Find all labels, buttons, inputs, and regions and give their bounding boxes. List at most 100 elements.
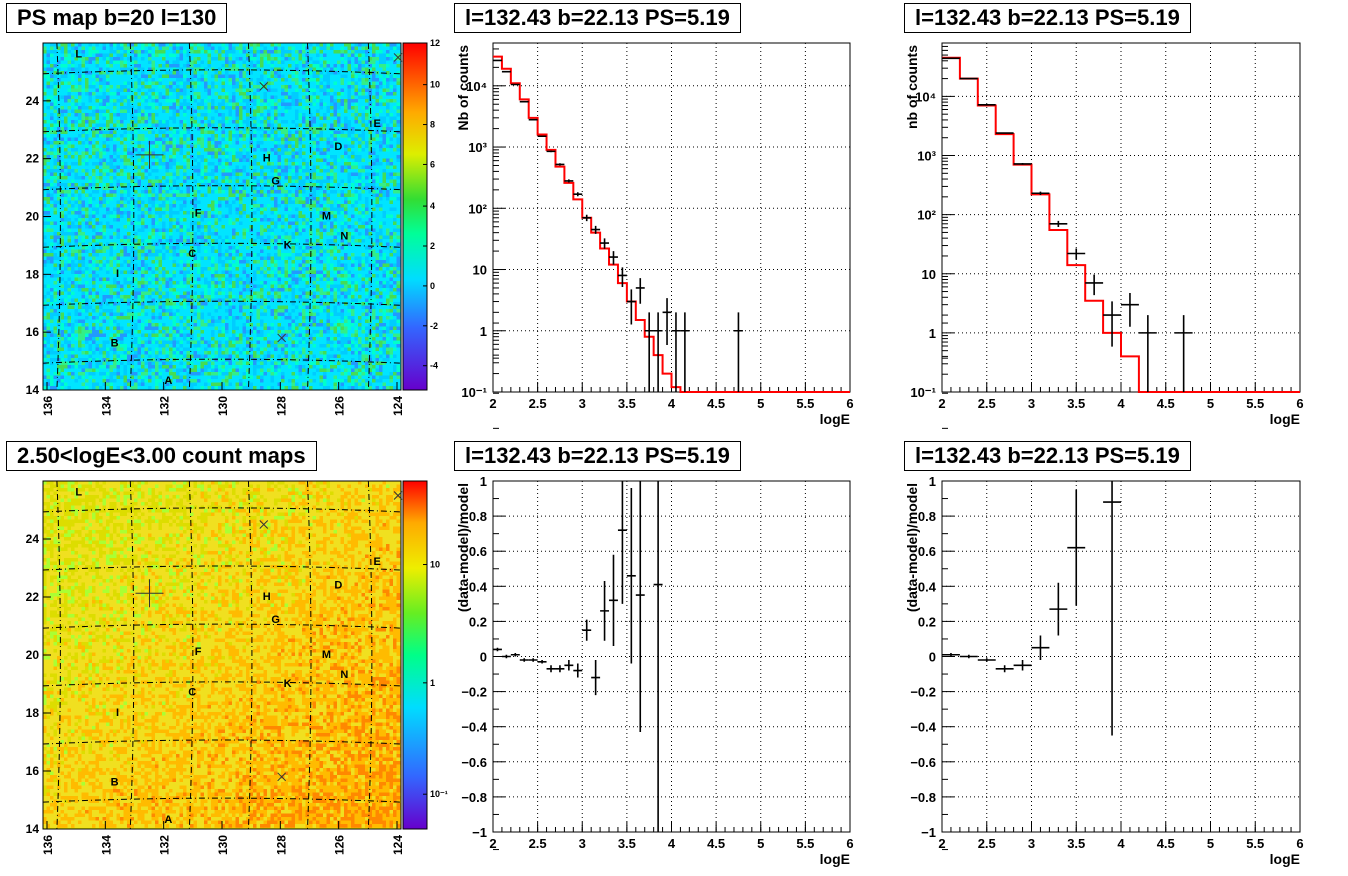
map-pixel	[110, 103, 114, 107]
map-pixel	[127, 327, 131, 331]
map-pixel	[85, 162, 89, 166]
map-pixel	[64, 194, 68, 198]
map-pixel	[68, 176, 72, 180]
map-pixel	[92, 215, 96, 219]
map-pixel	[64, 334, 68, 338]
map-pixel	[99, 162, 103, 166]
map-pixel	[75, 232, 79, 236]
map-pixel	[85, 253, 89, 257]
map-pixel	[120, 278, 124, 282]
map-pixel	[103, 96, 107, 100]
map-pixel	[71, 379, 75, 383]
map-pixel	[113, 351, 117, 355]
map-pixel	[99, 99, 103, 103]
map-pixel	[99, 267, 103, 271]
map-pixel	[82, 225, 86, 229]
map-pixel	[47, 285, 51, 289]
map-pixel	[127, 134, 131, 138]
map-pixel	[78, 204, 82, 208]
map-pixel	[127, 236, 131, 240]
map-pixel	[106, 201, 110, 205]
map-pixel	[99, 236, 103, 240]
map-pixel	[120, 239, 124, 243]
map-pixel	[85, 341, 89, 345]
map-pixel	[43, 148, 47, 152]
map-pixel	[75, 355, 79, 359]
map-pixel	[61, 134, 65, 138]
map-pixel	[120, 232, 124, 236]
map-pixel	[64, 355, 68, 359]
map-pixel	[103, 267, 107, 271]
map-pixel	[82, 211, 86, 215]
map-pixel	[78, 260, 82, 264]
map-pixel	[127, 148, 131, 152]
map-pixel	[106, 236, 110, 240]
map-pixel	[47, 372, 51, 376]
map-pixel	[75, 250, 79, 254]
map-pixel	[99, 355, 103, 359]
map-pixel	[96, 327, 100, 331]
map-pixel	[50, 173, 54, 177]
map-pixel	[50, 236, 54, 240]
map-pixel	[78, 110, 82, 114]
map-pixel	[64, 85, 68, 89]
map-pixel	[92, 362, 96, 366]
map-pixel	[78, 239, 82, 243]
map-pixel	[85, 120, 89, 124]
map-pixel	[43, 183, 47, 187]
map-pixel	[78, 211, 82, 215]
map-pixel	[50, 334, 54, 338]
map-pixel	[61, 61, 65, 65]
map-pixel	[82, 383, 86, 387]
map-pixel	[92, 190, 96, 194]
map-pixel	[54, 92, 58, 96]
map-pixel	[61, 239, 65, 243]
map-pixel	[106, 61, 110, 65]
map-pixel	[64, 267, 68, 271]
map-pixel	[89, 43, 93, 47]
map-pixel	[110, 166, 114, 170]
map-pixel	[103, 278, 107, 282]
map-pixel	[89, 267, 93, 271]
map-pixel	[64, 383, 68, 387]
map-pixel	[64, 145, 68, 149]
map-pixel	[47, 316, 51, 320]
map-pixel	[124, 218, 128, 222]
map-pixel	[124, 131, 128, 135]
map-pixel	[78, 267, 82, 271]
map-pixel	[110, 96, 114, 100]
map-pixel	[89, 169, 93, 173]
map-pixel	[75, 358, 79, 362]
map-pixel	[64, 127, 68, 131]
map-pixel	[47, 124, 51, 128]
map-pixel	[82, 159, 86, 163]
map-pixel	[47, 288, 51, 292]
map-pixel	[61, 127, 65, 131]
map-pixel	[103, 106, 107, 110]
map-pixel	[78, 306, 82, 310]
map-pixel	[89, 201, 93, 205]
map-pixel	[117, 376, 121, 380]
map-pixel	[127, 218, 131, 222]
map-pixel	[127, 215, 131, 219]
map-pixel	[47, 85, 51, 89]
map-pixel	[103, 232, 107, 236]
map-pixel	[113, 376, 117, 380]
map-pixel	[47, 162, 51, 166]
map-pixel	[110, 274, 114, 278]
map-pixel	[78, 376, 82, 380]
map-pixel	[127, 131, 131, 135]
map-pixel	[47, 117, 51, 121]
map-pixel	[120, 323, 124, 327]
map-pixel	[43, 229, 47, 233]
map-pixel	[57, 302, 61, 306]
map-pixel	[127, 225, 131, 229]
map-pixel	[85, 159, 89, 163]
map-pixel	[92, 113, 96, 117]
map-pixel	[54, 197, 58, 201]
map-pixel	[75, 162, 79, 166]
map-pixel	[103, 260, 107, 264]
map-pixel	[75, 190, 79, 194]
map-pixel	[96, 292, 100, 296]
map-pixel	[64, 236, 68, 240]
